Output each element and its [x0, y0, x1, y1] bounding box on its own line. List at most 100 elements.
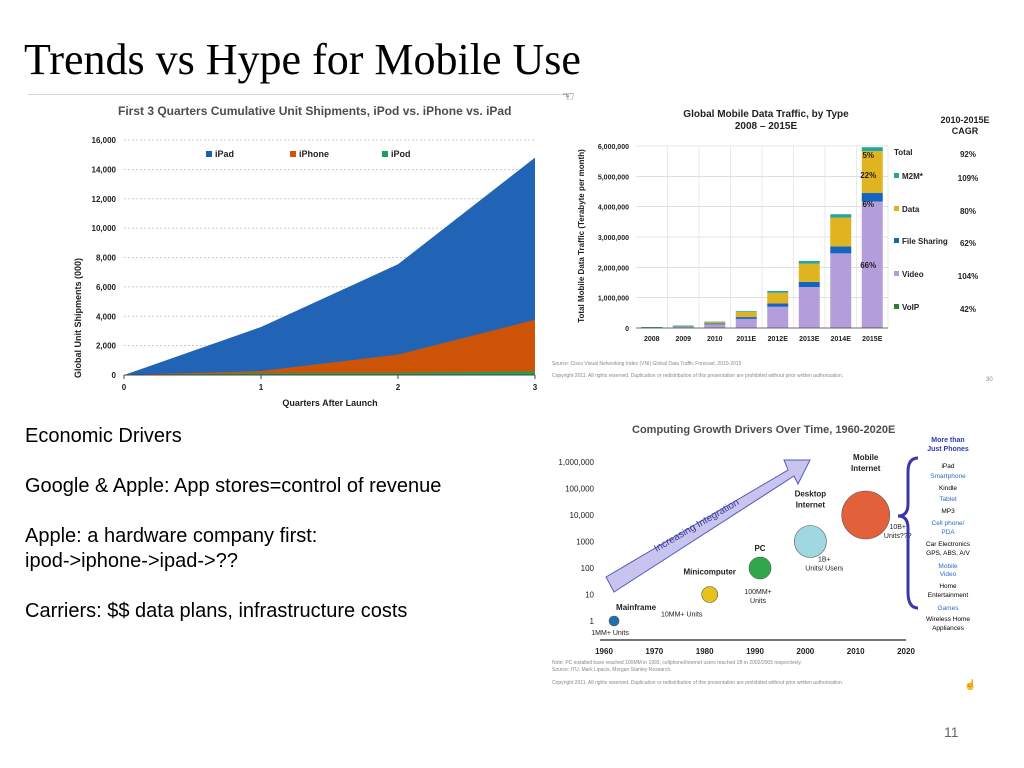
- y-tick-label: 100: [581, 564, 595, 573]
- device-list-item: Cell phone/: [932, 520, 965, 527]
- y-tick-label: 0: [625, 326, 629, 333]
- legend-swatch: [894, 238, 899, 243]
- x-tick-label: 0: [122, 383, 127, 392]
- area-series: [124, 157, 535, 375]
- x-tick-label: 2020: [897, 647, 915, 656]
- bar-segment-data: [704, 321, 726, 324]
- bubble-name: Internet: [796, 501, 826, 510]
- bar-segment-file-sharing: [861, 193, 883, 202]
- x-tick-label: 2012E: [768, 336, 789, 343]
- legend-cagr-value: 42%: [960, 305, 976, 314]
- bar-segment-data: [767, 292, 789, 304]
- bubble-units: 10MM+ Units: [661, 612, 703, 619]
- bar-percent-label: 6%: [862, 200, 874, 209]
- shipments-area-chart: First 3 Quarters Cumulative Unit Shipmen…: [73, 104, 538, 408]
- x-tick-label: 2010: [707, 336, 723, 343]
- bubble-units: 10B+: [889, 524, 906, 531]
- device-list-item: Entertainment: [928, 592, 969, 599]
- bar-segment-video: [672, 326, 694, 328]
- bar-segment-m-m-: [798, 260, 820, 264]
- device-list-item: Car Electronics: [926, 541, 971, 548]
- legend-label: iPhone: [299, 149, 329, 159]
- y-tick-label: 10,000: [570, 511, 595, 520]
- device-list-item: Tablet: [939, 496, 957, 503]
- y-tick-label: 2,000,000: [598, 265, 629, 272]
- x-tick-label: 1960: [595, 647, 613, 656]
- bar-segment-file-sharing: [672, 326, 694, 327]
- y-axis-label: Total Mobile Data Traffic (Terabyte per …: [577, 149, 586, 323]
- y-tick-label: 14,000: [92, 165, 117, 174]
- bubble-name: Desktop: [795, 490, 827, 499]
- bubble-name: Minicomputer: [683, 568, 735, 577]
- cagr-header-line2: CAGR: [952, 126, 979, 136]
- source-page-number: 30: [986, 377, 993, 383]
- x-tick-label: 3: [533, 383, 538, 392]
- axes: 0 1,000,000 2,000,000 3,000,000 4,000,000 5,0…: [598, 144, 888, 343]
- bar-segment-video: [735, 318, 757, 328]
- device-list-item: Home: [939, 583, 957, 590]
- x-tick-label: 2000: [796, 647, 814, 656]
- bar-segment-file-sharing: [767, 303, 789, 307]
- body-line-apple: Apple: a hardware company first:: [25, 525, 318, 547]
- bubble-desktop-internet: [794, 525, 827, 558]
- legend-label: File Sharing: [902, 237, 948, 246]
- x-axis-label: Quarters After Launch: [282, 398, 377, 408]
- legend: iPad iPhone iPod: [206, 149, 411, 159]
- bubble-name: Mobile: [853, 453, 879, 462]
- legend-label: VoIP: [902, 303, 920, 312]
- bar-segment-video: [830, 253, 852, 328]
- bar-percent-label: 5%: [862, 151, 874, 160]
- y-tick-label: 6,000: [96, 283, 117, 292]
- y-tick-label: 3,000,000: [598, 235, 629, 242]
- bar-segment-data: [735, 311, 757, 318]
- legend-swatch-ipod: [382, 151, 388, 157]
- legend-label: Data: [902, 205, 920, 214]
- bar-segment-m-m-: [861, 147, 883, 152]
- y-tick-label: 6,000,000: [598, 144, 629, 151]
- x-tick-label: 2: [396, 383, 401, 392]
- device-list-item: Kindle: [939, 485, 957, 492]
- y-tick-label: 4,000: [96, 312, 117, 321]
- bubble-name: Mainframe: [616, 603, 657, 612]
- x-tick-label: 1: [259, 383, 264, 392]
- bar-segment-file-sharing: [704, 323, 726, 325]
- bubble-units: 1B+: [818, 557, 831, 564]
- mobile-data-traffic-chart: Global Mobile Data Traffic, by Type 2008…: [552, 109, 993, 383]
- bar-segment-video: [704, 324, 726, 328]
- chart-title: Computing Growth Drivers Over Time, 1960…: [632, 424, 895, 436]
- legend-swatch: [894, 206, 899, 211]
- body-line-economic-drivers: Economic Drivers: [25, 425, 182, 447]
- legend-cagr-value: 62%: [960, 239, 976, 248]
- device-list-item: Games: [938, 605, 960, 612]
- bar-segment-video: [767, 306, 789, 328]
- x-tick-label: 1990: [746, 647, 764, 656]
- page-number: 11: [944, 724, 959, 740]
- legend-swatch-iphone: [290, 151, 296, 157]
- y-tick-label: 2,000: [96, 342, 117, 351]
- bubble-units: Units/ Users: [805, 566, 844, 573]
- pointing-hand-icon: ☜: [562, 88, 575, 104]
- slide-title: Trends vs Hype for Mobile Use: [24, 35, 581, 84]
- axes: 0 2,000 4,000 6,000 8,000 10,000 12,000 14,000 1…: [92, 136, 538, 392]
- legend-label: Total: [894, 148, 913, 157]
- legend-cagr-value: 109%: [958, 174, 978, 183]
- body-line-product-sequence: ipod->iphone->ipad->??: [25, 550, 238, 572]
- bubble-minicomputer: [701, 586, 718, 603]
- arrow-label: Increasing Integration: [652, 497, 741, 555]
- legend-swatch: [894, 173, 899, 178]
- bubble-units: Units: [750, 598, 766, 605]
- bubble-mobile-internet: [841, 490, 891, 540]
- device-list-item: PDA: [941, 529, 955, 536]
- side-header: Just Phones: [927, 446, 969, 453]
- y-tick-label: 12,000: [92, 195, 117, 204]
- device-list-item: Mobile: [938, 563, 958, 570]
- bar-percent-label: 22%: [860, 171, 876, 180]
- bubble-name: PC: [754, 544, 765, 553]
- body-line-carriers: Carriers: $$ data plans, infrastructure …: [25, 600, 408, 622]
- bar-segment-m-m-: [704, 321, 726, 323]
- x-tick-label: 2015E: [862, 336, 883, 343]
- bubble-units: 100MM+: [744, 589, 771, 596]
- x-tick-label: 2010: [847, 647, 865, 656]
- device-list-item: Smartphone: [930, 473, 966, 480]
- chart-subtitle: 2008 – 2015E: [735, 121, 798, 132]
